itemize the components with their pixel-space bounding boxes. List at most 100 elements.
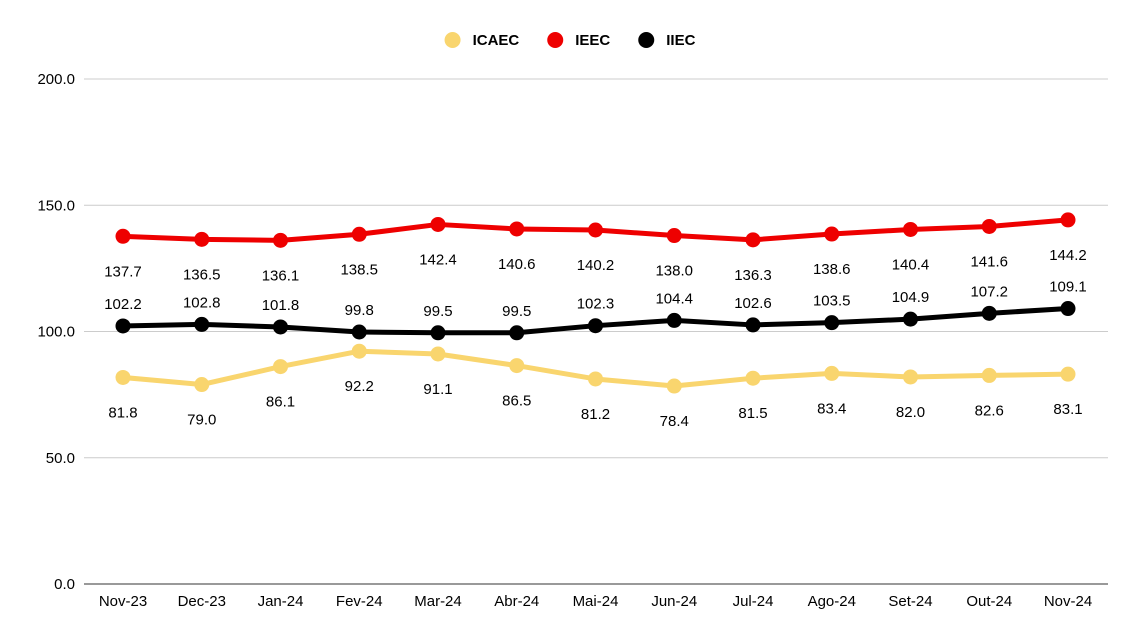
data-label-icaec: 82.6 [975, 402, 1004, 419]
legend-item-ieec: IEEC [547, 32, 610, 49]
data-label-ieec: 142.4 [419, 251, 457, 268]
legend-label-ieec: IEEC [575, 32, 610, 49]
data-point-ieec [903, 221, 918, 237]
data-label-icaec: 82.0 [896, 404, 925, 421]
data-label-icaec: 81.5 [738, 405, 767, 422]
x-tick-label: Jan-24 [258, 593, 304, 610]
data-point-ieec [115, 228, 131, 244]
data-label-ieec: 138.0 [655, 263, 693, 280]
data-point-icaec [981, 367, 997, 383]
data-point-icaec [115, 369, 131, 385]
data-label-iiec: 104.4 [655, 290, 693, 307]
y-tick-label: 50.0 [46, 450, 75, 467]
data-label-icaec: 79.0 [187, 412, 216, 429]
data-point-icaec [666, 378, 682, 394]
data-point-iiec [981, 305, 997, 321]
data-label-icaec: 86.5 [502, 393, 531, 410]
data-point-iiec [115, 318, 131, 334]
data-point-icaec [903, 369, 918, 385]
data-point-iiec [1060, 301, 1076, 317]
data-point-iiec [903, 311, 918, 327]
x-tick-label: Mai-24 [573, 593, 619, 610]
data-point-iiec [824, 315, 840, 331]
data-point-iiec [273, 319, 288, 335]
x-tick-label: Jul-24 [733, 593, 774, 610]
data-label-ieec: 144.2 [1049, 247, 1087, 264]
data-label-icaec: 91.1 [423, 381, 452, 398]
x-tick-label: Nov-23 [99, 593, 147, 610]
data-label-iiec: 102.3 [577, 296, 615, 313]
data-point-icaec [1060, 366, 1076, 382]
data-label-icaec: 83.1 [1053, 401, 1082, 418]
legend-label-icaec: ICAEC [473, 32, 520, 49]
data-point-ieec [273, 232, 288, 248]
data-point-ieec [824, 226, 840, 242]
x-axis: Nov-23 Dec-23 Jan-24 Fev-24 Mar-24 Abr-24 Mai-… [99, 593, 1092, 610]
x-tick-label: Abr-24 [494, 593, 539, 610]
data-label-ieec: 136.3 [734, 267, 772, 284]
data-label-iiec: 109.1 [1049, 279, 1087, 296]
data-label-icaec: 83.4 [817, 400, 846, 417]
legend-label-iiec: IIEC [666, 32, 695, 49]
x-tick-label: Mar-24 [414, 593, 462, 610]
data-point-ieec [666, 228, 682, 244]
data-point-icaec [824, 365, 840, 381]
data-label-icaec: 81.2 [581, 406, 610, 423]
data-label-ieec: 140.4 [892, 256, 930, 273]
data-label-ieec: 140.2 [577, 257, 615, 274]
data-point-iiec [588, 318, 603, 334]
y-axis: 0.0 50.0 100.0 150.0 200.0 [37, 71, 75, 593]
data-point-ieec [745, 232, 761, 248]
legend-marker-icaec [444, 32, 461, 48]
data-point-icaec [194, 377, 210, 393]
data-point-iiec [666, 312, 682, 328]
x-tick-label: Nov-24 [1044, 593, 1092, 610]
x-tick-label: Jun-24 [651, 593, 697, 610]
data-label-iiec: 103.5 [813, 293, 851, 310]
data-point-iiec [351, 324, 367, 340]
series-layer [115, 212, 1076, 394]
x-tick-label: Fev-24 [336, 593, 383, 610]
data-point-ieec [351, 226, 367, 242]
data-point-icaec [273, 359, 288, 375]
data-point-icaec [588, 371, 603, 387]
data-point-ieec [981, 218, 997, 234]
x-tick-label: Set-24 [888, 593, 932, 610]
legend-marker-iiec [638, 32, 655, 48]
data-label-iiec: 99.5 [502, 303, 531, 320]
data-point-iiec [745, 317, 761, 333]
legend-item-icaec: ICAEC [444, 32, 520, 49]
data-point-icaec [430, 346, 446, 362]
data-point-iiec [194, 316, 210, 332]
x-tick-label: Dec-23 [178, 593, 226, 610]
legend-item-iiec: IIEC [638, 32, 696, 49]
data-label-iiec: 99.8 [345, 302, 374, 319]
legend: ICAEC IEEC IIEC [444, 32, 696, 49]
data-label-iiec: 102.8 [183, 294, 221, 311]
data-label-ieec: 136.5 [183, 266, 221, 283]
data-label-iiec: 107.2 [970, 283, 1008, 300]
data-point-ieec [588, 222, 603, 238]
data-label-icaec: 92.2 [345, 378, 374, 395]
data-label-ieec: 137.7 [104, 263, 142, 280]
y-tick-label: 200.0 [37, 71, 75, 88]
data-point-icaec [509, 358, 525, 374]
data-point-ieec [430, 216, 446, 232]
data-label-ieec: 138.5 [340, 261, 378, 278]
data-point-ieec [1060, 212, 1076, 228]
data-label-ieec: 141.6 [970, 253, 1008, 270]
data-label-iiec: 104.9 [892, 289, 930, 306]
data-point-ieec [194, 231, 210, 247]
y-tick-label: 150.0 [37, 197, 75, 214]
data-point-icaec [745, 370, 761, 386]
data-label-ieec: 136.1 [262, 267, 300, 284]
legend-marker-ieec [547, 32, 564, 48]
data-label-ieec: 140.6 [498, 256, 536, 273]
y-tick-label: 100.0 [37, 324, 75, 341]
data-point-ieec [509, 221, 525, 237]
data-point-icaec [351, 343, 367, 359]
data-label-iiec: 99.5 [423, 303, 452, 320]
data-labels-layer: 81.8 79.0 86.1 92.2 91.1 86.5 81.2 78.4 81.5 83.4… [104, 247, 1087, 430]
x-tick-label: Ago-24 [808, 593, 856, 610]
